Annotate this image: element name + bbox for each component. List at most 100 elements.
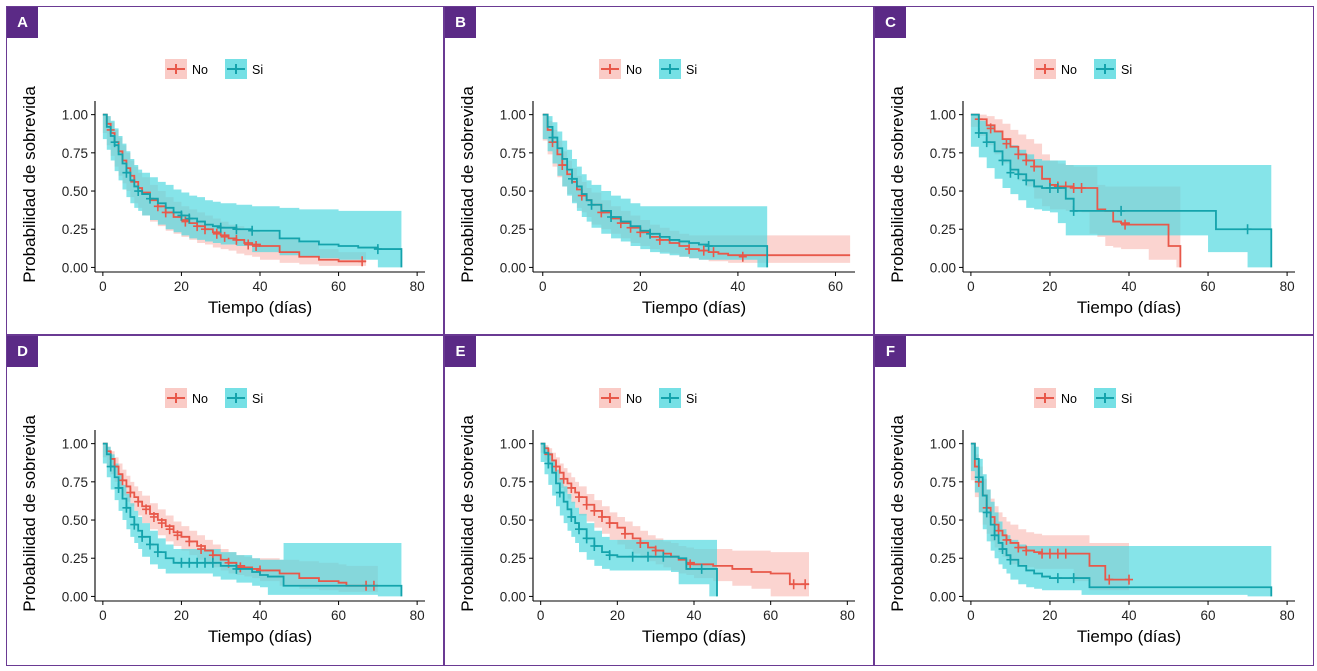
y-axis-title: Probabilidad de sobrevida [20, 86, 39, 283]
censor-mark [646, 228, 655, 239]
censor-mark [248, 225, 257, 236]
ci-band-si [540, 443, 717, 597]
censor-mark [173, 530, 182, 541]
censor-mark [544, 458, 553, 469]
x-axis-title: Tiempo (días) [1077, 627, 1181, 646]
ci-band-si [970, 443, 1272, 597]
x-tick-label: 20 [174, 608, 189, 623]
censor-mark [644, 551, 652, 562]
panel-b: B No Si 0.00 0.25 0.50 0.75 1.00 0 20 40 60 Tiempo … [444, 6, 874, 335]
y-tick-label: 0.00 [500, 589, 526, 604]
x-tick-label: 20 [1042, 608, 1057, 623]
censor-mark [244, 239, 253, 250]
legend-item-no: No [599, 388, 642, 408]
km-plot: No Si 0.00 0.25 0.50 0.75 1.00 0 20 40 60 80 Tiempo … [20, 59, 425, 317]
x-tick-label: 40 [1121, 279, 1136, 294]
km-plot: No Si 0.00 0.25 0.50 0.75 1.00 0 20 40 60 80 Tiempo … [888, 388, 1295, 646]
censor-mark [134, 186, 143, 197]
censor-mark [146, 539, 154, 550]
censor-mark [161, 207, 170, 218]
censor-mark [373, 244, 382, 255]
panel-letter: D [7, 336, 38, 367]
censor-mark [118, 475, 127, 486]
y-tick-label: 0.75 [930, 146, 956, 161]
censor-mark [142, 504, 151, 515]
censor-mark [122, 502, 131, 513]
censor-mark [598, 511, 606, 522]
x-tick-label: 80 [840, 608, 855, 623]
censor-mark [197, 544, 206, 555]
x-tick-label: 40 [1121, 608, 1136, 623]
y-tick-label: 1.00 [930, 108, 956, 123]
y-axis-title: Probabilidad de sobrevida [458, 415, 477, 612]
censor-mark [252, 241, 261, 252]
legend-item-si: Si [1094, 59, 1132, 79]
survival-curve-no [540, 442, 809, 586]
legend-item-si: Si [659, 59, 697, 79]
censor-mark [605, 550, 614, 561]
censor-mark [201, 224, 209, 235]
censor-mark [212, 228, 221, 239]
censor-mark [686, 559, 695, 570]
x-tick-label: 80 [410, 279, 425, 294]
censor-mark [177, 557, 186, 568]
km-plot: No Si 0.00 0.25 0.50 0.75 1.00 0 20 40 60 80 Tiempo … [888, 59, 1295, 317]
censor-mark [185, 213, 194, 224]
y-tick-label: 0.75 [500, 146, 526, 161]
censor-mark [801, 579, 810, 590]
ci-band-si [102, 114, 402, 268]
y-tick-label: 0.25 [500, 551, 526, 566]
x-tick-label: 80 [1280, 608, 1295, 623]
km-plot: No Si 0.00 0.25 0.50 0.75 1.00 0 20 40 60 Tiempo (d… [458, 59, 855, 317]
censor-mark [605, 518, 614, 529]
censor-mark [216, 222, 225, 233]
y-tick-label: 0.75 [62, 146, 88, 161]
y-tick-label: 0.00 [62, 260, 88, 275]
censor-mark [358, 256, 367, 267]
legend-label: No [1061, 392, 1077, 406]
censor-mark [575, 524, 583, 535]
censor-mark [1002, 138, 1011, 149]
legend-label: Si [1121, 63, 1132, 77]
censor-mark [1053, 573, 1062, 584]
x-axis-title: Tiempo (días) [642, 298, 746, 317]
legend: No Si [1034, 388, 1132, 408]
legend-label: Si [1121, 392, 1132, 406]
censor-mark [986, 123, 995, 134]
censor-mark [1117, 205, 1126, 216]
legend-item-no: No [165, 388, 208, 408]
x-tick-label: 20 [174, 279, 189, 294]
censor-mark [974, 127, 983, 138]
censor-mark [1014, 149, 1023, 160]
y-tick-label: 0.75 [930, 475, 956, 490]
x-axis-title: Tiempo (días) [208, 298, 312, 317]
censor-mark [982, 507, 991, 518]
x-tick-label: 20 [1042, 279, 1057, 294]
censor-mark [651, 545, 660, 556]
censor-mark [567, 482, 576, 493]
legend-label: No [192, 63, 208, 77]
censor-mark [1125, 574, 1133, 585]
legend: No Si [599, 388, 697, 408]
censor-mark [134, 496, 143, 507]
x-tick-label: 60 [828, 279, 843, 294]
censor-mark [582, 533, 591, 544]
x-tick-label: 0 [99, 279, 107, 294]
survival-curve-si [970, 442, 1273, 597]
panel-c: C No Si 0.00 0.25 0.50 0.75 1.00 0 20 40 60 80 Tiemp… [874, 6, 1314, 335]
y-tick-label: 0.75 [62, 475, 88, 490]
y-tick-label: 0.25 [930, 551, 956, 566]
legend: No Si [1034, 59, 1132, 79]
censor-mark [114, 482, 123, 493]
panel-e: E No Si 0.00 0.25 0.50 0.75 1.00 0 20 40 60 80 Tiemp… [444, 335, 874, 666]
censor-mark [193, 557, 202, 568]
censor-mark [185, 557, 194, 568]
censor-mark [1030, 161, 1039, 172]
legend-label: No [626, 63, 642, 77]
censor-mark [548, 132, 557, 143]
censor-mark [185, 536, 194, 547]
x-tick-label: 0 [967, 279, 975, 294]
x-tick-label: 60 [1201, 279, 1216, 294]
legend-label: No [626, 392, 642, 406]
y-tick-label: 0.25 [930, 222, 956, 237]
